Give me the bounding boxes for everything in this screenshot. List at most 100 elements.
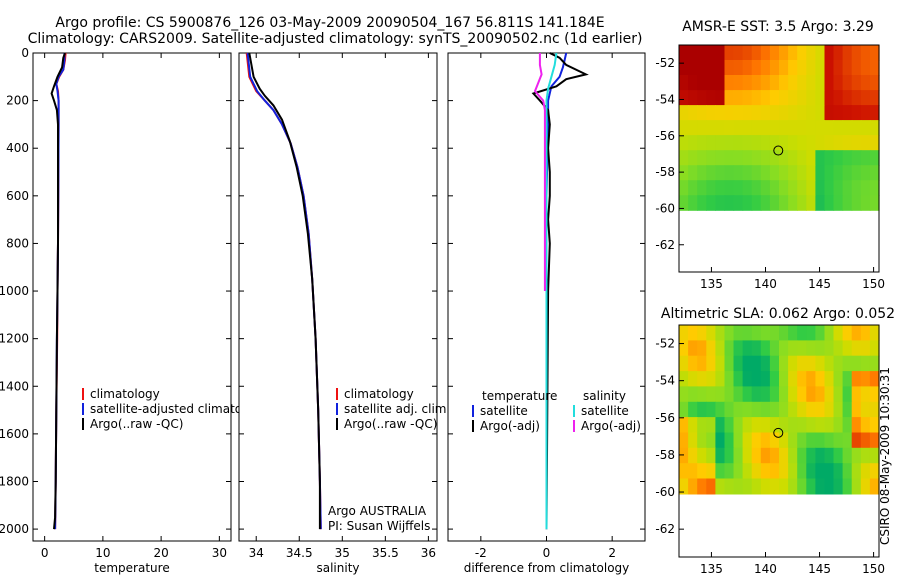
heatmap-cell <box>679 135 689 151</box>
legend-entry: climatology <box>90 387 160 401</box>
heatmap-cell <box>833 60 844 76</box>
heatmap-cell <box>760 75 771 91</box>
heatmap-cell <box>815 386 826 403</box>
heatmap-cell <box>779 447 789 464</box>
heatmap-cell <box>751 371 762 388</box>
heatmap-cell <box>779 180 789 196</box>
heatmap-cell <box>869 135 880 151</box>
heatmap-cell <box>815 90 826 106</box>
heatmap-cell <box>842 371 853 388</box>
heatmap-cell <box>824 60 835 76</box>
heatmap-cell <box>760 463 771 480</box>
heatmap-cell <box>806 180 816 196</box>
heatmap-cell <box>679 340 689 357</box>
heatmap-cell <box>679 195 689 211</box>
heatmap-cell <box>833 355 844 372</box>
heatmap-cell <box>679 90 689 106</box>
heatmap-cell <box>679 478 689 495</box>
heatmap-cell <box>869 447 880 464</box>
x-tick-label: 34.5 <box>286 546 313 560</box>
heatmap-cell <box>742 105 753 121</box>
heatmap-cell <box>788 355 798 372</box>
x-tick-label: 35.5 <box>372 546 399 560</box>
heatmap-cell <box>869 417 880 434</box>
x-tick-label: 145 <box>808 562 831 576</box>
heatmap-cell <box>715 90 726 106</box>
heatmap-cell <box>724 417 735 434</box>
heatmap-cell <box>788 417 798 434</box>
heatmap-cell <box>806 463 816 480</box>
heatmap-cell <box>788 180 798 196</box>
heatmap-cell <box>788 45 798 61</box>
heatmap-cell <box>733 325 744 341</box>
heatmap-cell <box>797 90 807 106</box>
y-tick-label: -60 <box>655 485 675 499</box>
sla-map-title: Altimetric SLA: 0.062 Argo: 0.052 <box>661 306 895 322</box>
heatmap-cell <box>724 135 735 151</box>
heatmap-cell <box>851 105 862 121</box>
heatmap-cell <box>806 432 816 449</box>
heatmap-cell <box>733 135 744 151</box>
temperature-panel: 0 10 20 30 0 200 400 600 800 1000 1200 1400 1600 1800… <box>0 46 268 575</box>
heatmap-cell <box>815 135 826 151</box>
heatmap-cell <box>797 432 807 449</box>
heatmap-cell <box>688 90 698 106</box>
heatmap-cell <box>715 150 726 166</box>
heatmap-cell <box>724 447 735 464</box>
heatmap-cell <box>715 386 726 403</box>
heatmap-cell <box>806 105 816 121</box>
legend-entry: climatology <box>344 387 414 401</box>
heatmap-cell <box>842 401 853 418</box>
x-axis-label: temperature <box>94 561 169 575</box>
heatmap-cell <box>760 478 771 495</box>
heatmap-cell <box>824 355 835 372</box>
heatmap-cell <box>806 150 816 166</box>
heatmap-cell <box>806 401 816 418</box>
heatmap-cell <box>797 340 807 357</box>
argo-location-marker <box>773 427 784 438</box>
heatmap-cell <box>724 75 735 91</box>
heatmap-cell <box>860 386 871 403</box>
heatmap-cell <box>806 447 816 464</box>
heatmap-cell <box>706 105 716 121</box>
heatmap-cell <box>833 135 844 151</box>
heatmap-cell <box>760 135 771 151</box>
heatmap-cell <box>869 325 880 341</box>
heatmap-cell <box>769 386 780 403</box>
heatmap-cell <box>851 371 862 388</box>
heatmap-cell <box>851 463 862 480</box>
heatmap-cell <box>697 165 707 181</box>
heatmap-cell <box>779 417 789 434</box>
heatmap-cell <box>806 90 816 106</box>
heatmap-cell <box>824 75 835 91</box>
heatmap-cell <box>715 401 726 418</box>
heatmap-cell <box>688 417 698 434</box>
heatmap-cell <box>751 60 762 76</box>
heatmap-cell <box>833 478 844 495</box>
heatmap-cell <box>851 478 862 495</box>
heatmap-cell <box>706 165 716 181</box>
heatmap-cell <box>760 325 771 341</box>
heatmap-cell <box>797 325 807 341</box>
heatmap-cell <box>706 180 716 196</box>
heatmap-cell <box>697 180 707 196</box>
heatmap-cell <box>742 401 753 418</box>
heatmap-cell <box>788 75 798 91</box>
heatmap-cell <box>706 463 716 480</box>
heatmap-cell <box>824 90 835 106</box>
heatmap-cell <box>769 478 780 495</box>
heatmap-cell <box>706 45 716 61</box>
heatmap-cell <box>733 105 744 121</box>
heatmap-cell <box>779 75 789 91</box>
heatmap-cell <box>779 371 789 388</box>
heatmap-cell <box>815 45 826 61</box>
x-tick-label: 135 <box>700 277 723 291</box>
heatmap-cell <box>833 432 844 449</box>
heatmap-cell <box>860 340 871 357</box>
heatmap-cell <box>679 180 689 196</box>
heatmap-cell <box>679 105 689 121</box>
heatmap-cell <box>788 120 798 136</box>
heatmap-cell <box>779 195 789 211</box>
heatmap-cell <box>751 120 762 136</box>
heatmap-cell <box>833 325 844 341</box>
